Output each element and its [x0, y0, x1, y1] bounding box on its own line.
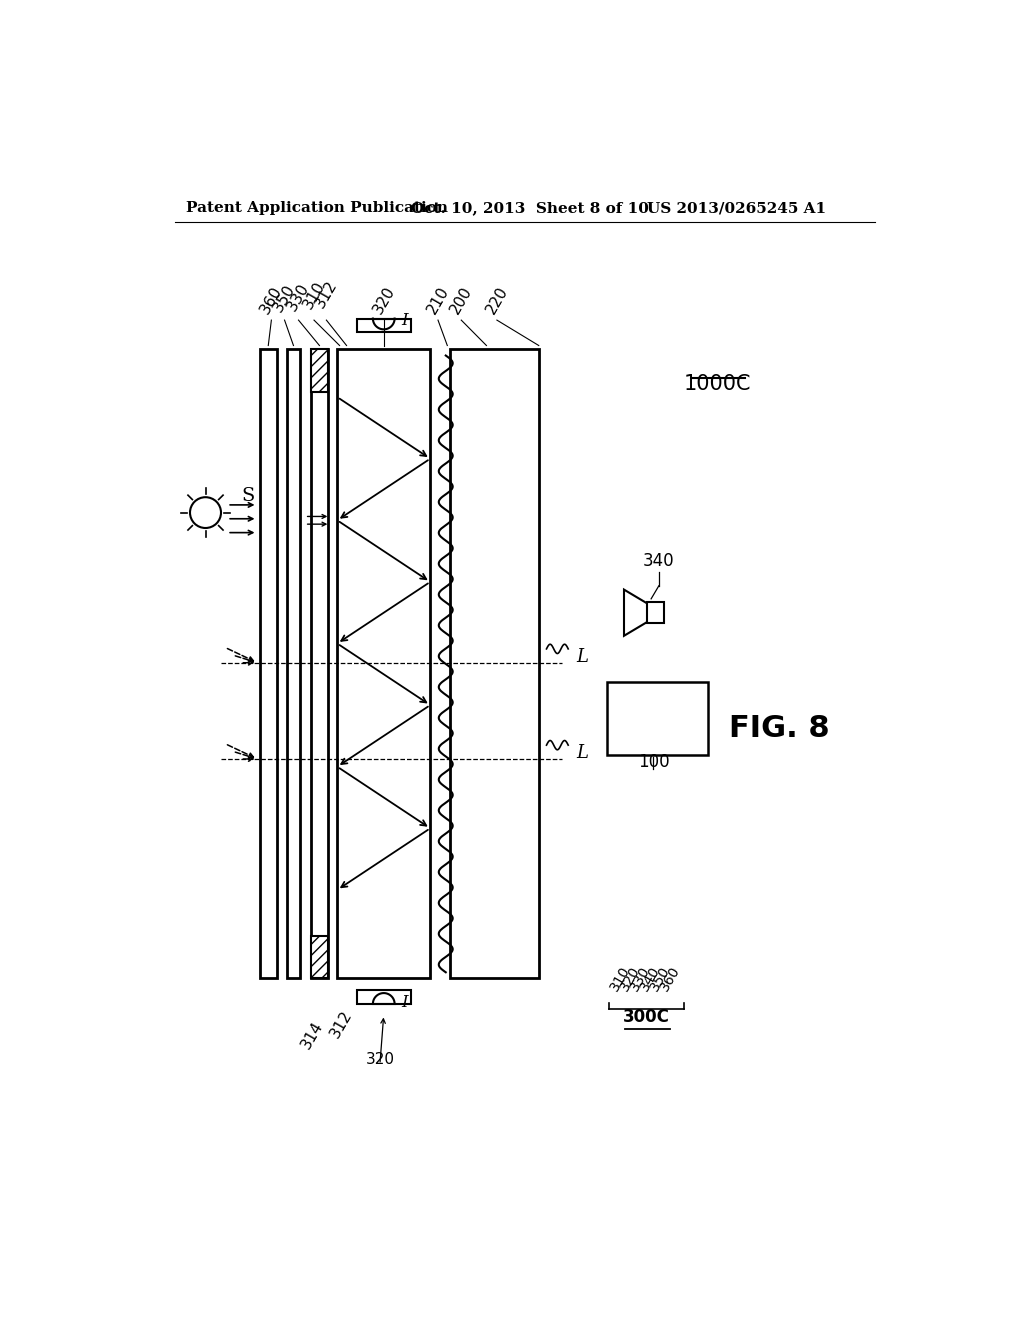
Bar: [260, 350, 276, 978]
Text: I: I: [400, 312, 408, 329]
Text: 320: 320: [370, 284, 397, 317]
Bar: [647, 602, 665, 623]
Text: 220: 220: [483, 284, 511, 317]
Text: 210: 210: [424, 284, 452, 317]
Text: 312: 312: [328, 1007, 355, 1040]
Text: 1000C: 1000C: [683, 374, 751, 393]
Text: 310: 310: [300, 279, 328, 312]
Bar: [337, 350, 430, 978]
Bar: [311, 350, 328, 978]
Text: 312: 312: [312, 277, 340, 310]
Bar: [311, 350, 328, 392]
Text: I: I: [400, 994, 408, 1011]
Text: Patent Application Publication: Patent Application Publication: [186, 202, 449, 215]
Text: 330: 330: [285, 280, 312, 313]
Text: 330: 330: [628, 964, 653, 994]
Text: 350: 350: [648, 964, 673, 994]
Text: L: L: [575, 648, 588, 665]
Text: 340: 340: [638, 964, 663, 994]
Polygon shape: [624, 590, 647, 636]
Text: 360: 360: [258, 284, 285, 317]
Text: 360: 360: [657, 964, 683, 994]
Text: 300C: 300C: [623, 1008, 670, 1026]
Bar: [450, 350, 539, 978]
Text: S: S: [242, 487, 255, 504]
Text: 310: 310: [607, 964, 633, 994]
Text: 340: 340: [643, 552, 675, 570]
Text: 320: 320: [366, 1052, 394, 1067]
Text: 314: 314: [299, 1019, 327, 1052]
Bar: [311, 936, 328, 978]
Text: US 2013/0265245 A1: US 2013/0265245 A1: [647, 202, 826, 215]
Text: L: L: [575, 744, 588, 762]
Text: 200: 200: [447, 284, 475, 317]
Text: 100: 100: [638, 752, 670, 771]
Bar: [356, 318, 411, 333]
Bar: [356, 990, 411, 1003]
Text: FIG. 8: FIG. 8: [729, 714, 829, 743]
Text: 350: 350: [270, 282, 298, 314]
Bar: [607, 682, 708, 755]
Bar: [287, 350, 300, 978]
Text: 320: 320: [617, 964, 643, 994]
Text: Oct. 10, 2013  Sheet 8 of 10: Oct. 10, 2013 Sheet 8 of 10: [411, 202, 649, 215]
